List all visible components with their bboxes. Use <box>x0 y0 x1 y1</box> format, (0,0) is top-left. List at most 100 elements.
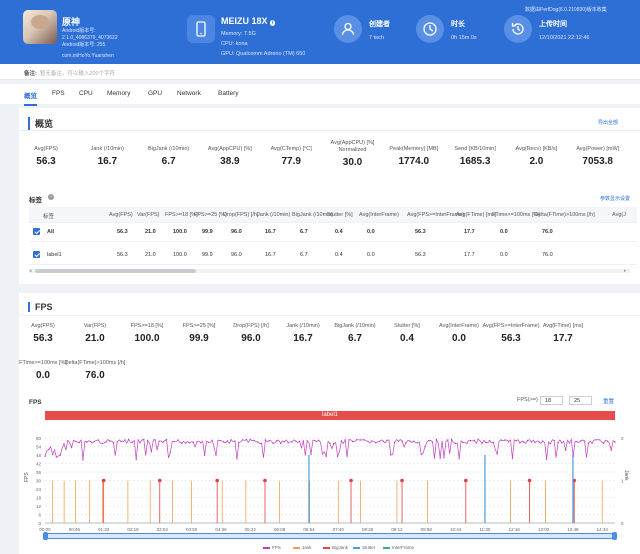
table-header-cell[interactable]: Jank (/10min) <box>257 212 291 218</box>
fps-point <box>287 442 289 444</box>
row-checkbox[interactable] <box>33 251 40 258</box>
fps-point <box>222 441 225 443</box>
table-scrollbar[interactable] <box>35 269 196 273</box>
stat-key: Jank (/10min) <box>90 146 124 152</box>
overview-title: 概览 <box>28 117 53 130</box>
legend-item[interactable]: BigJank <box>323 545 348 550</box>
table-cell: 21.0 <box>145 229 156 235</box>
y2-axis-label: Jank <box>623 470 629 481</box>
fps-point <box>63 443 65 445</box>
row-checkbox[interactable] <box>33 228 40 235</box>
table-cell: 56.3 <box>415 252 426 258</box>
legend-item[interactable]: Jank <box>293 545 312 550</box>
param-settings-link[interactable]: 参数显示设置 <box>599 196 630 202</box>
fps-point <box>283 441 286 443</box>
tab-overview[interactable]: 概览 <box>24 90 37 106</box>
table-header-cell[interactable]: FPS>=25 [%] <box>194 212 227 218</box>
table-header-cell[interactable]: Avg(InterFrame) <box>359 212 399 218</box>
fps-stat-card: Avg(InterFrame) 0.0 <box>427 323 491 344</box>
fps-point <box>310 453 312 455</box>
table-header-cell[interactable]: BigJank (/10min) <box>292 212 334 218</box>
slider-right-handle[interactable] <box>612 532 617 540</box>
stat-value: 0.0 <box>452 333 466 344</box>
stat-value: 56.3 <box>501 333 521 344</box>
fps-point <box>496 453 498 455</box>
fps-point <box>580 440 582 442</box>
stat-card: Peak(Memory) [MB] 1774.0 <box>378 146 450 167</box>
export-all-link[interactable]: 导出全部 <box>597 120 618 126</box>
tab-network[interactable]: Network <box>177 90 201 97</box>
fps-filter-input-2[interactable]: 25 <box>569 396 592 405</box>
fps-point <box>450 438 453 441</box>
table-header-cell[interactable]: Avg(J <box>612 212 626 218</box>
reset-button[interactable]: 重置 <box>603 399 615 405</box>
info-icon[interactable]: i <box>270 20 276 26</box>
tab-cpu[interactable]: CPU <box>79 90 93 97</box>
table-scroll-track[interactable] <box>29 269 630 273</box>
fps-point <box>390 454 392 456</box>
label-band[interactable]: label1 <box>45 411 615 420</box>
fps-point <box>74 440 77 443</box>
fps-point <box>416 442 419 444</box>
bigjank-point <box>349 478 353 483</box>
fps-stat-card: Avg(FTime) [ms] 17.7 <box>531 323 595 344</box>
x-tick-label: 06:54 <box>303 527 315 532</box>
legend-item[interactable]: InterFrame <box>383 545 414 550</box>
fps-point <box>428 439 430 442</box>
tab-fps[interactable]: FPS <box>52 90 65 97</box>
scroll-right-icon[interactable]: ▸ <box>624 268 627 274</box>
tab-gpu[interactable]: GPU <box>148 90 163 97</box>
time-range-slider[interactable] <box>43 532 617 540</box>
table-header-cell[interactable]: Avg(FTime) [ms] <box>456 212 497 218</box>
tab-battery[interactable]: Battery <box>218 90 239 97</box>
table-header-cell[interactable]: Drop(FPS) [/h] <box>223 212 259 218</box>
table-cell: 0.0 <box>500 252 508 258</box>
stat-value: 6.7 <box>161 156 176 167</box>
legend-swatch <box>263 546 270 549</box>
y-tick-label: 0 <box>38 521 41 526</box>
fps-point <box>260 442 263 445</box>
y2-tick-label: 2 <box>621 436 624 441</box>
version-line: Android版本号: 255 <box>62 42 106 48</box>
table-row[interactable]: All 56.3 21.0 100.0 99.9 96.0 16.7 6.7 0.4 0.0 56.… <box>29 224 637 242</box>
stat-value: 21.0 <box>85 333 105 344</box>
fps-point <box>363 439 365 441</box>
version-line: 2.1.0_4086379_4073622 <box>62 35 118 41</box>
table-header-cell[interactable]: Stutter [%] <box>327 212 353 218</box>
table-header-cell[interactable]: Avg(FPS>=InterFrame) <box>407 212 465 218</box>
table-cell: 56.3 <box>117 252 128 258</box>
tab-memory[interactable]: Memory <box>107 90 131 97</box>
note-input[interactable]: 暂无备注，可以输入200个字符 <box>39 71 116 77</box>
table-header-cell[interactable]: Var(FPS) <box>137 212 160 218</box>
fps-point <box>412 440 415 442</box>
fps-point <box>568 442 571 444</box>
legend-label: Stutter <box>362 545 376 550</box>
fps-point <box>276 439 278 442</box>
table-row[interactable]: label1 56.3 21.0 100.0 99.9 96.0 16.7 6.7 0.4 0.0… <box>29 247 637 265</box>
slider-left-handle[interactable] <box>43 532 48 540</box>
help-icon[interactable]: ? <box>48 194 54 200</box>
legend-item[interactable]: FPS <box>263 545 281 550</box>
stat-card: Jank (/10min) 16.7 <box>71 146 143 167</box>
fps-point <box>169 451 172 453</box>
x-tick-label: 07:40 <box>333 527 345 532</box>
fps-filter-input-1[interactable]: 18 <box>540 396 563 405</box>
table-header-cell[interactable]: FPS>=18 [%] <box>165 212 198 218</box>
fps-point <box>238 441 240 444</box>
fps-point <box>583 440 586 442</box>
table-header-cell[interactable]: Delta(FTime)>100ms [/h] <box>534 212 595 218</box>
fps-filter-label: FPS(>=) <box>517 397 538 403</box>
table-header-cell[interactable]: FTime>=100ms [%] <box>492 212 540 218</box>
table-header-cell[interactable]: 标签 <box>43 214 55 220</box>
stat-key: Jank (/10min) <box>286 323 320 329</box>
fps-point <box>184 442 187 444</box>
fps-point <box>462 441 464 444</box>
fps-point <box>500 439 502 441</box>
scroll-left-icon[interactable]: ◂ <box>29 268 32 274</box>
y-tick-label: 36 <box>36 470 42 475</box>
stat-value: 16.7 <box>293 333 313 344</box>
legend-item[interactable]: Stutter <box>353 545 375 550</box>
fps-point <box>162 441 164 444</box>
table-header-cell[interactable]: Avg(FPS) <box>109 212 133 218</box>
